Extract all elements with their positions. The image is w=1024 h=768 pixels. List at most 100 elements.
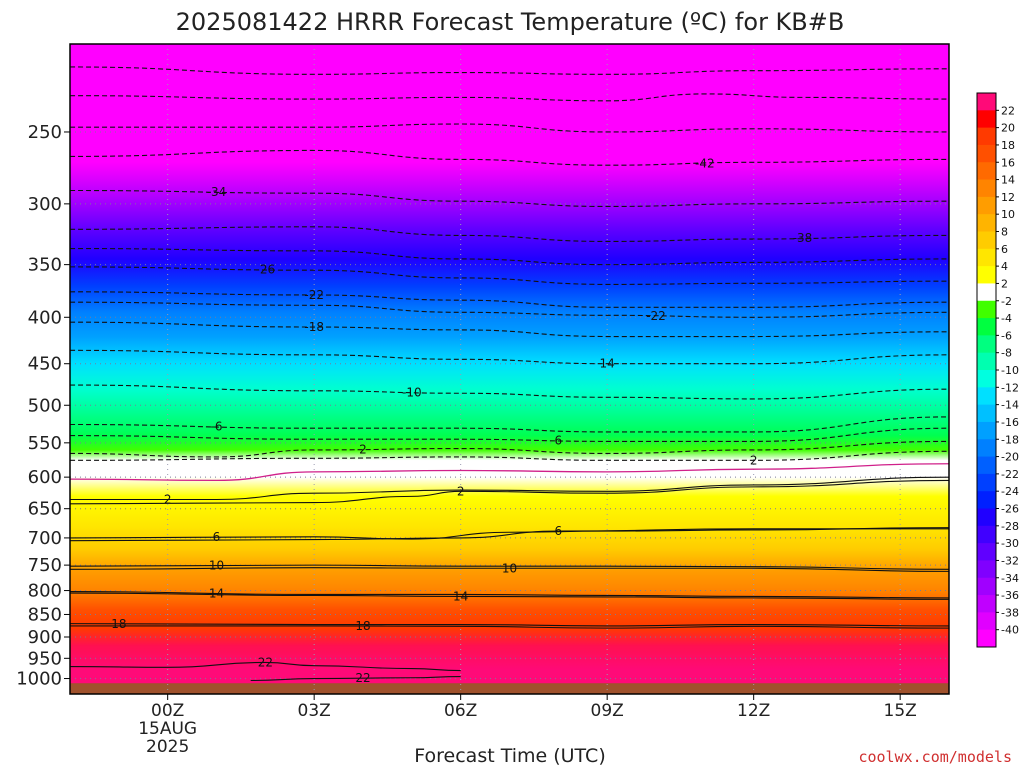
y-tick-label: 550 xyxy=(28,433,62,454)
colorbar-label: -22 xyxy=(1001,468,1019,481)
y-tick-label: 250 xyxy=(28,122,62,143)
isotherm-label: 14 xyxy=(453,589,468,603)
isotherm-line xyxy=(70,321,949,338)
colorbar-label: -36 xyxy=(1001,589,1019,602)
colorbar-swatch xyxy=(977,214,996,232)
isotherm-label: 14 xyxy=(600,357,615,371)
colorbar-swatch xyxy=(977,127,996,146)
colorbar-swatch xyxy=(977,370,996,388)
y-tick-label: 750 xyxy=(28,555,62,576)
isotherm-label: -22 xyxy=(646,309,666,323)
isotherm-line xyxy=(70,349,949,365)
isotherm-line xyxy=(70,416,949,433)
isotherm-label: 6 xyxy=(213,530,221,544)
isotherm-line xyxy=(70,479,949,505)
colorbar-swatch xyxy=(977,266,996,284)
colorbar-swatch xyxy=(977,543,996,561)
y-tick-label: 700 xyxy=(28,528,62,549)
colorbar-label: -34 xyxy=(1001,572,1019,585)
plot-frame xyxy=(69,43,950,695)
colorbar-label: 22 xyxy=(1001,104,1015,117)
y-tick-label: 650 xyxy=(28,499,62,520)
colorbar-swatch xyxy=(977,387,996,406)
isotherm-label: 2 xyxy=(457,484,465,498)
isotherm-line xyxy=(70,450,949,461)
y-tick-label: 600 xyxy=(28,467,62,488)
isotherm-line xyxy=(70,247,949,266)
colorbar-swatch xyxy=(977,560,996,579)
colorbar-label: 6 xyxy=(1001,243,1008,256)
chart-title: 2025081422 HRRR Forecast Temperature (ºC… xyxy=(176,8,845,36)
isotherm-line xyxy=(70,661,461,672)
y-tick-label: 900 xyxy=(28,627,62,648)
colorbar-label: -14 xyxy=(1001,399,1019,412)
colorbar-label: 10 xyxy=(1001,208,1015,221)
isotherm-label: 10 xyxy=(209,559,224,573)
colorbar-label: 20 xyxy=(1001,122,1015,135)
y-tick-label: 350 xyxy=(28,255,62,276)
y-tick-label: 850 xyxy=(28,604,62,625)
isotherm-line xyxy=(70,291,949,308)
isotherm-label: 6 xyxy=(555,524,563,538)
isotherm-label: -10 xyxy=(402,385,422,399)
colorbar-swatch xyxy=(977,456,996,475)
isotherm-line xyxy=(70,189,949,208)
isotherm-line xyxy=(70,226,949,242)
colorbar-label: -32 xyxy=(1001,554,1019,567)
isotherm-line xyxy=(70,567,949,572)
isotherm-line xyxy=(70,476,949,501)
colorbar-label: -6 xyxy=(1001,329,1012,342)
colorbar-swatch xyxy=(977,491,996,509)
colorbar-label: 16 xyxy=(1001,156,1015,169)
x-tick-label: 03Z xyxy=(298,701,331,721)
x-tick-label: 15Z xyxy=(884,701,917,721)
colorbar-swatch xyxy=(977,179,996,198)
colorbar-label: -4 xyxy=(1001,312,1012,325)
isotherm-line xyxy=(70,590,949,599)
isotherm-line xyxy=(70,528,949,542)
colorbar-label: 8 xyxy=(1001,226,1008,239)
isotherm-label: -26 xyxy=(256,263,276,277)
colorbar-label: 18 xyxy=(1001,139,1015,152)
isotherm-label: 2 xyxy=(750,453,758,467)
y-tick-label: 300 xyxy=(28,194,62,215)
isotherm-line xyxy=(70,625,949,629)
isotherm-label: 10 xyxy=(502,561,517,575)
colorbar-swatch xyxy=(977,595,996,613)
colorbar-swatch xyxy=(977,300,996,319)
colorbar-swatch xyxy=(977,196,996,215)
isotherm-label: -38 xyxy=(793,231,813,245)
colorbar-swatch xyxy=(977,421,996,440)
colorbar-swatch xyxy=(977,577,996,596)
colorbar-label: -20 xyxy=(1001,451,1019,464)
y-tick-label: 450 xyxy=(28,354,62,375)
y-tick-label: 950 xyxy=(28,648,62,669)
x-tick-year: 2025 xyxy=(146,737,189,757)
isotherm-line xyxy=(70,93,949,102)
y-tick-label: 1000 xyxy=(16,669,62,690)
colorbar-label: -24 xyxy=(1001,485,1019,498)
colorbar-label: -12 xyxy=(1001,381,1019,394)
isotherm-line xyxy=(70,463,949,482)
colorbar-label: 12 xyxy=(1001,191,1015,204)
colorbar-label: 4 xyxy=(1001,260,1008,273)
colorbar-label: 2 xyxy=(1001,277,1008,290)
colorbar-label: -16 xyxy=(1001,416,1019,429)
colorbar-swatch xyxy=(977,231,996,250)
isotherm-line xyxy=(70,527,949,540)
colorbar-swatch xyxy=(977,248,996,267)
y-tick-label: 400 xyxy=(28,307,62,328)
x-tick-label: 00Z xyxy=(151,701,184,721)
colorbar-label: -2 xyxy=(1001,295,1012,308)
colorbar-label: -30 xyxy=(1001,537,1019,550)
colorbar-swatch xyxy=(977,404,996,423)
x-tick-label: 06Z xyxy=(444,701,477,721)
x-axis-label: Forecast Time (UTC) xyxy=(414,745,605,767)
isotherm-label: 22 xyxy=(355,671,370,685)
colorbar-label: -8 xyxy=(1001,347,1012,360)
y-tick-label: 500 xyxy=(28,395,62,416)
grid xyxy=(70,44,949,694)
isotherm-label: 18 xyxy=(111,617,126,631)
